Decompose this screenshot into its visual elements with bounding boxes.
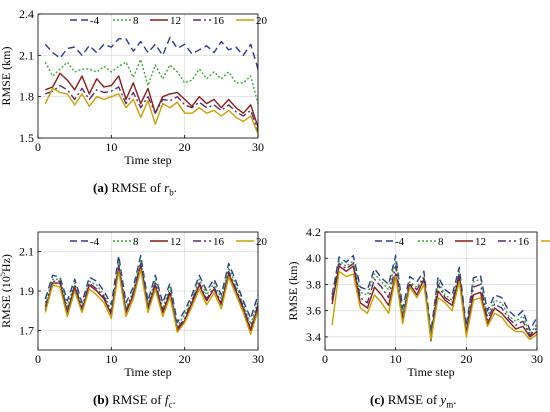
legend-label-0: -4 bbox=[90, 236, 100, 248]
x-tick-label: 20 bbox=[460, 352, 472, 366]
chart-a-plot: 0 10 20 30 1.5 1.8 2.1 2.4 Time step RMSE (km) -4 8… bbox=[0, 7, 268, 167]
plot-frame bbox=[37, 13, 259, 139]
chart-panel-c: 0 10 20 30 3.4 3.6 3.8 4.0 4.2 Time step RMSE (km)… bbox=[275, 210, 550, 385]
caption-b-text: RMSE of bbox=[112, 392, 165, 407]
x-tick-label: 30 bbox=[252, 140, 264, 154]
x-tick-label: 10 bbox=[390, 352, 402, 366]
x-tick-label: 20 bbox=[179, 352, 191, 366]
series-line-3 bbox=[44, 262, 259, 330]
caption-a-end: . bbox=[173, 180, 177, 195]
y-axis-label: RMSE (105Hz) bbox=[0, 254, 13, 328]
legend-label-3: 16 bbox=[213, 236, 225, 248]
legend-label-1: 8 bbox=[133, 15, 139, 27]
caption-b-end: . bbox=[172, 392, 176, 407]
series-line-0 bbox=[44, 254, 259, 324]
legend-label-2: 12 bbox=[170, 236, 181, 248]
caption-a: (a) RMSE of rb. bbox=[93, 180, 177, 198]
plot-frame bbox=[324, 231, 538, 351]
y-tick-label: 2.1 bbox=[19, 48, 34, 62]
series-line-3 bbox=[45, 84, 259, 132]
legend-label-4: 20 bbox=[256, 15, 268, 27]
chart-panel-a: 0 10 20 30 1.5 1.8 2.1 2.4 Time step RMSE (km) -4 8… bbox=[0, 0, 275, 180]
x-tick-label: 0 bbox=[35, 140, 41, 154]
y-axis-label: RMSE (km) bbox=[0, 46, 13, 105]
x-axis-label: Time step bbox=[124, 365, 171, 379]
legend-label-3: 16 bbox=[213, 15, 225, 27]
legend-label-1: 8 bbox=[438, 236, 444, 248]
y-tick-label: 1.8 bbox=[19, 90, 34, 104]
series-line-4 bbox=[331, 270, 538, 341]
x-axis-label: Time step bbox=[124, 153, 171, 167]
caption-a-sub: b bbox=[169, 187, 174, 198]
series-line-1 bbox=[44, 58, 259, 104]
caption-a-label: (a) bbox=[93, 180, 109, 195]
caption-c-sub: m bbox=[446, 399, 454, 410]
caption-c-label: (c) bbox=[370, 392, 385, 407]
caption-c: (c) RMSE of ym. bbox=[370, 392, 456, 410]
legend-label-1: 8 bbox=[133, 236, 139, 248]
series-line-2 bbox=[45, 72, 259, 128]
series-line-1 bbox=[44, 258, 259, 328]
chart-b-plot: 0 10 20 30 1.7 1.9 2.1 Time step RMSE (105Hz) -4 8… bbox=[0, 231, 268, 379]
x-tick-label: 30 bbox=[252, 352, 264, 366]
y-tick-label: 1.7 bbox=[19, 323, 34, 337]
x-tick-label: 0 bbox=[35, 352, 41, 366]
x-tick-label: 30 bbox=[531, 352, 543, 366]
y-tick-label: 4.2 bbox=[306, 225, 321, 239]
series-line-0 bbox=[44, 36, 259, 70]
chart-panel-b: 0 10 20 30 1.7 1.9 2.1 Time step RMSE (105Hz) -4 8… bbox=[0, 210, 275, 385]
y-tick-label: 3.8 bbox=[306, 277, 321, 291]
caption-a-symbol: r bbox=[164, 180, 170, 195]
legend-label-0: -4 bbox=[395, 236, 405, 248]
caption-b: (b) RMSE of fc. bbox=[93, 392, 176, 410]
caption-b-sub: c bbox=[168, 399, 173, 410]
chart-c-plot: 0 10 20 30 3.4 3.6 3.8 4.0 4.2 Time step RMSE (km)… bbox=[286, 225, 550, 379]
x-tick-label: 20 bbox=[179, 140, 191, 154]
legend-label-3: 16 bbox=[518, 236, 530, 248]
series-line-4 bbox=[44, 268, 259, 336]
caption-b-label: (b) bbox=[93, 392, 109, 407]
y-tick-label: 3.4 bbox=[306, 330, 321, 344]
legend-label-0: -4 bbox=[90, 15, 100, 27]
y-tick-label: 2.1 bbox=[19, 245, 34, 259]
series-line-4 bbox=[44, 87, 259, 135]
series-line-3 bbox=[331, 262, 538, 339]
caption-a-text: RMSE of bbox=[111, 180, 165, 195]
x-tick-label: 10 bbox=[105, 140, 117, 154]
caption-c-symbol: y bbox=[440, 392, 447, 407]
y-tick-label: 2.4 bbox=[19, 7, 34, 21]
y-tick-label: 1.5 bbox=[19, 131, 34, 145]
x-tick-label: 10 bbox=[105, 352, 117, 366]
legend-label-2: 12 bbox=[475, 236, 486, 248]
y-tick-label: 4.0 bbox=[306, 251, 321, 265]
y-tick-label: 3.6 bbox=[306, 304, 321, 318]
x-tick-label: 0 bbox=[322, 352, 328, 366]
legend-label-2: 12 bbox=[170, 15, 181, 27]
caption-b-symbol: f bbox=[164, 392, 169, 407]
x-axis-label: Time step bbox=[407, 365, 454, 379]
caption-c-end: . bbox=[453, 392, 457, 407]
legend-label-4: 20 bbox=[256, 236, 268, 248]
y-axis-label: RMSE (km) bbox=[286, 261, 300, 320]
caption-c-text: RMSE of bbox=[387, 392, 441, 407]
series-line-1 bbox=[331, 260, 538, 337]
y-tick-label: 1.9 bbox=[19, 284, 34, 298]
